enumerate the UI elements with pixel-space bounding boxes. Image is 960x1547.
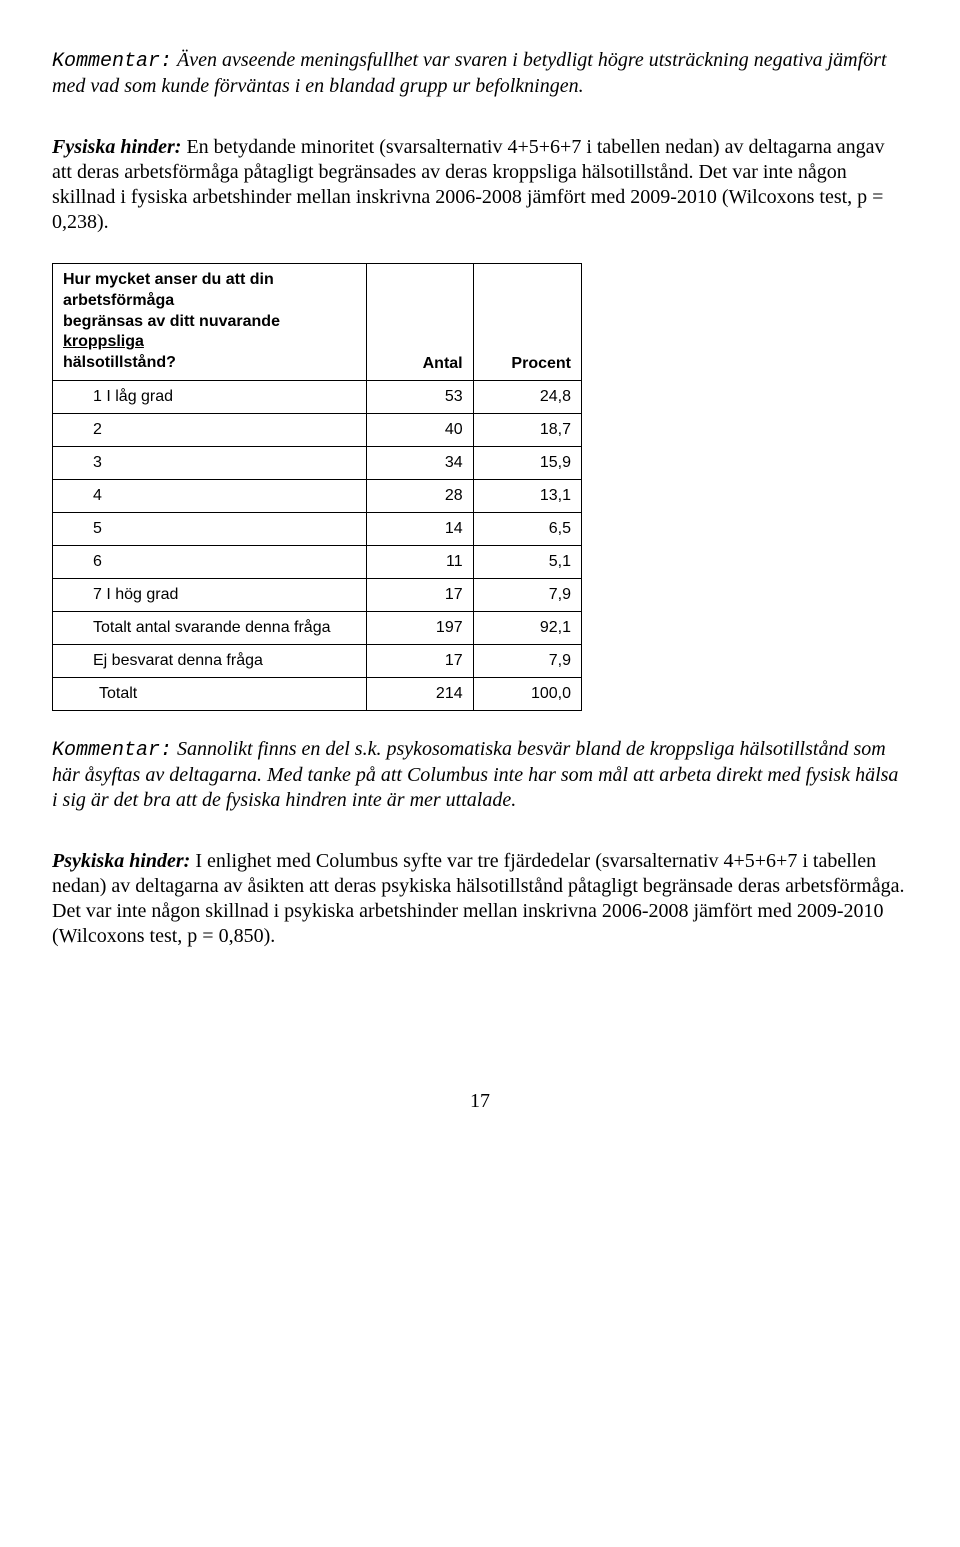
row-procent: 13,1 [473, 479, 581, 512]
fysiska-hinder-label: Fysiska hinder: [52, 136, 181, 158]
row-antal: 197 [366, 611, 473, 644]
row-antal: 17 [366, 644, 473, 677]
table-row: Totalt antal svarande denna fråga 197 92… [53, 611, 582, 644]
row-label: 5 [53, 512, 367, 545]
paragraph-psykiska-hinder: Psykiska hinder: I enlighet med Columbus… [52, 849, 908, 949]
row-antal: 28 [366, 479, 473, 512]
table-row: 6 11 5,1 [53, 545, 582, 578]
row-procent: 6,5 [473, 512, 581, 545]
page-number: 17 [52, 1089, 908, 1114]
row-antal: 34 [366, 446, 473, 479]
row-label: Totalt [53, 677, 367, 710]
row-antal: 11 [366, 545, 473, 578]
row-procent: 7,9 [473, 644, 581, 677]
table-row: 1 I låg grad 53 24,8 [53, 380, 582, 413]
row-procent: 7,9 [473, 578, 581, 611]
row-label: 6 [53, 545, 367, 578]
row-antal: 17 [366, 578, 473, 611]
row-label: Totalt antal svarande denna fråga [53, 611, 367, 644]
question-header: Hur mycket anser du att din arbetsförmåg… [53, 264, 367, 381]
row-procent: 24,8 [473, 380, 581, 413]
row-antal: 53 [366, 380, 473, 413]
table-row: 5 14 6,5 [53, 512, 582, 545]
row-procent: 15,9 [473, 446, 581, 479]
table-row: 2 40 18,7 [53, 413, 582, 446]
paragraph-fysiska-hinder: Fysiska hinder: En betydande minoritet (… [52, 135, 908, 235]
row-antal: 214 [366, 677, 473, 710]
table-header-row: Hur mycket anser du att din arbetsförmåg… [53, 264, 582, 381]
table-row: 4 28 13,1 [53, 479, 582, 512]
row-antal: 14 [366, 512, 473, 545]
row-label: 1 I låg grad [53, 380, 367, 413]
paragraph-kommentar-1: Kommentar: Även avseende meningsfullhet … [52, 48, 908, 99]
row-label: Ej besvarat denna fråga [53, 644, 367, 677]
row-label: 2 [53, 413, 367, 446]
question-line-1: Hur mycket anser du att din arbetsförmåg… [63, 271, 274, 309]
row-procent: 18,7 [473, 413, 581, 446]
question-line-2-underline: kroppsliga [63, 333, 144, 350]
table-row: Ej besvarat denna fråga 17 7,9 [53, 644, 582, 677]
data-table: Hur mycket anser du att din arbetsförmåg… [52, 263, 582, 711]
row-antal: 40 [366, 413, 473, 446]
row-procent: 5,1 [473, 545, 581, 578]
table-row: 3 34 15,9 [53, 446, 582, 479]
table-row: Totalt 214 100,0 [53, 677, 582, 710]
psykiska-hinder-label: Psykiska hinder: [52, 850, 190, 872]
kommentar-text-2: Sannolikt finns en del s.k. psykosomatis… [52, 738, 898, 811]
paragraph-kommentar-2: Kommentar: Sannolikt finns en del s.k. p… [52, 737, 908, 813]
question-line-3: hälsotillstånd? [63, 354, 176, 371]
row-label: 3 [53, 446, 367, 479]
kommentar-label-1: Kommentar: [52, 50, 172, 73]
row-procent: 100,0 [473, 677, 581, 710]
kommentar-label-2: Kommentar: [52, 739, 172, 762]
row-label: 7 I hög grad [53, 578, 367, 611]
row-procent: 92,1 [473, 611, 581, 644]
kommentar-text-1: Även avseende meningsfullhet var svaren … [52, 49, 887, 97]
question-line-2a: begränsas av ditt nuvarande [63, 313, 280, 330]
col-procent-header: Procent [473, 264, 581, 381]
table-row: 7 I hög grad 17 7,9 [53, 578, 582, 611]
col-antal-header: Antal [366, 264, 473, 381]
row-label: 4 [53, 479, 367, 512]
